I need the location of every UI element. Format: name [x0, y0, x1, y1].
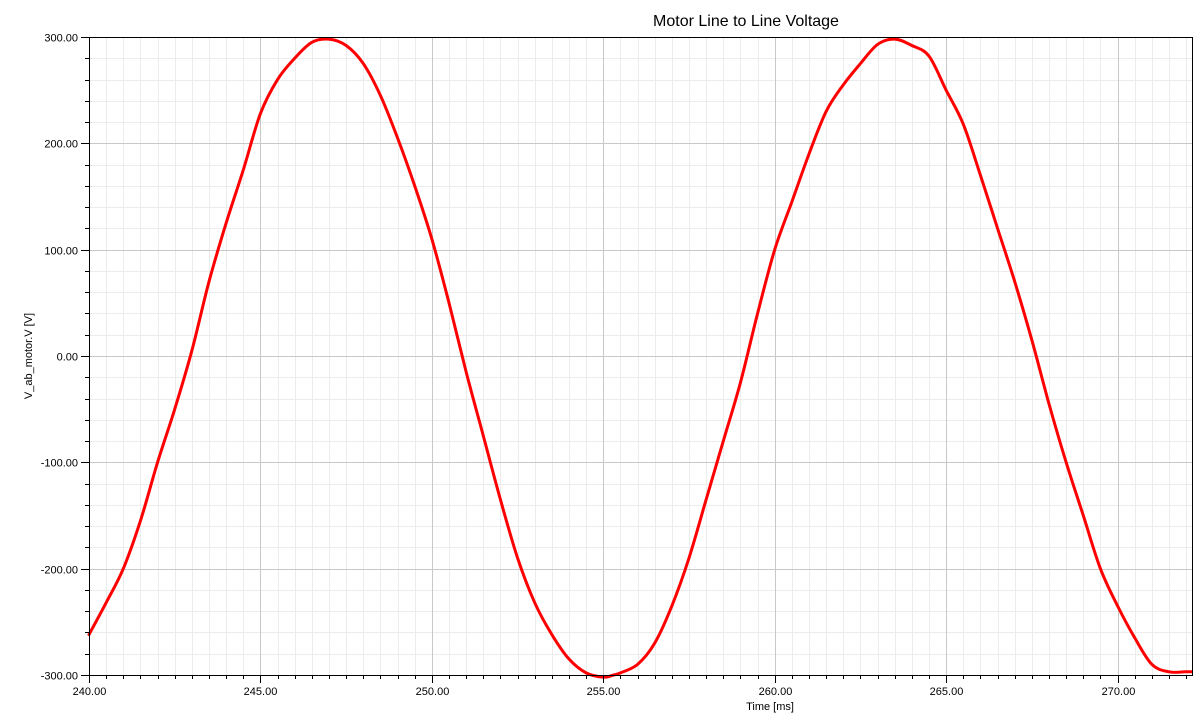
y-tick-label: -300.00 — [41, 671, 78, 683]
y-tick-label: -100.00 — [41, 458, 78, 470]
y-axis-title: V_ab_motor.V [V] — [23, 313, 35, 399]
x-tick-label: 255.00 — [587, 686, 621, 698]
x-tick-label: 265.00 — [930, 686, 964, 698]
y-tick-label: -200.00 — [41, 565, 78, 577]
x-tick-label: 270.00 — [1102, 686, 1136, 698]
x-axis-title: Time [ms] — [746, 701, 794, 713]
y-tick-label: 200.00 — [44, 139, 78, 151]
x-axis: 240.00 245.00 250.00 255.00 260.00 265.00 270.… — [73, 675, 1187, 698]
x-tick-label: 260.00 — [759, 686, 793, 698]
series-line — [87, 37, 1193, 679]
chart-title: Motor Line to Line Voltage — [653, 13, 839, 30]
y-axis: 300.00 200.00 100.00 0.00 -100.00 -200.00 -300… — [41, 33, 89, 683]
y-tick-label: 100.00 — [44, 246, 78, 258]
x-tick-label: 250.00 — [416, 686, 450, 698]
x-tick-label: 245.00 — [244, 686, 278, 698]
x-tick-label: 240.00 — [73, 686, 107, 698]
y-tick-label: 300.00 — [44, 33, 78, 45]
series-layer — [87, 37, 1193, 679]
y-tick-label: 0.00 — [57, 352, 78, 364]
